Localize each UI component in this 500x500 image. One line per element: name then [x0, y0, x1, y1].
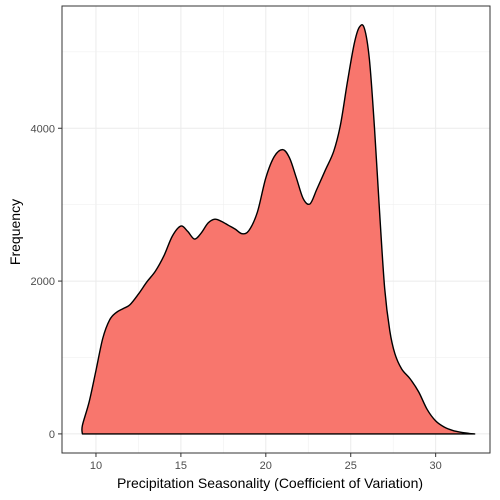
y-axis-ticks: 0 2000 4000	[31, 123, 62, 441]
y-tick-label: 0	[49, 429, 55, 441]
x-tick-label: 30	[430, 460, 442, 472]
x-tick-label: 10	[90, 460, 102, 472]
y-tick-label: 2000	[31, 276, 55, 288]
x-tick-label: 15	[175, 460, 187, 472]
y-axis-title: Frequency	[7, 199, 23, 265]
density-area	[81, 24, 476, 435]
x-tick-label: 20	[260, 460, 272, 472]
y-tick-label: 4000	[31, 123, 55, 135]
x-axis-title: Precipitation Seasonality (Coefficient o…	[117, 475, 423, 491]
panel-border	[61, 5, 491, 454]
x-tick-label: 25	[345, 460, 357, 472]
x-axis-ticks: 10 15 20 25 30	[90, 453, 442, 472]
